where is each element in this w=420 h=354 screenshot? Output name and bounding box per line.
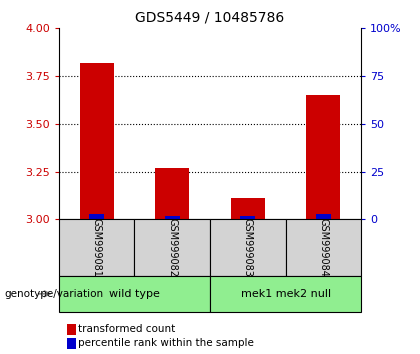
Bar (155, 168, 189, 219)
Text: genotype/variation: genotype/variation (4, 289, 103, 299)
Text: wild type: wild type (109, 289, 160, 299)
Bar (240, 216, 255, 219)
Bar (231, 199, 265, 219)
Bar (210, 276, 361, 312)
Text: GSM999082: GSM999082 (167, 218, 177, 277)
Bar (59, 219, 134, 276)
Bar (286, 219, 361, 276)
Bar (210, 219, 286, 276)
Bar (134, 219, 210, 276)
Bar (80, 63, 113, 219)
Text: transformed count: transformed count (78, 324, 175, 334)
Text: GSM999084: GSM999084 (318, 218, 328, 277)
Text: mek1 mek2 null: mek1 mek2 null (241, 289, 331, 299)
Bar (59, 276, 210, 312)
Bar (316, 214, 331, 219)
Bar (307, 95, 340, 219)
Title: GDS5449 / 10485786: GDS5449 / 10485786 (135, 10, 285, 24)
Bar (89, 214, 104, 219)
Bar (165, 216, 180, 219)
Text: GSM999083: GSM999083 (243, 218, 253, 277)
Text: percentile rank within the sample: percentile rank within the sample (78, 338, 254, 348)
Text: GSM999081: GSM999081 (92, 218, 102, 277)
